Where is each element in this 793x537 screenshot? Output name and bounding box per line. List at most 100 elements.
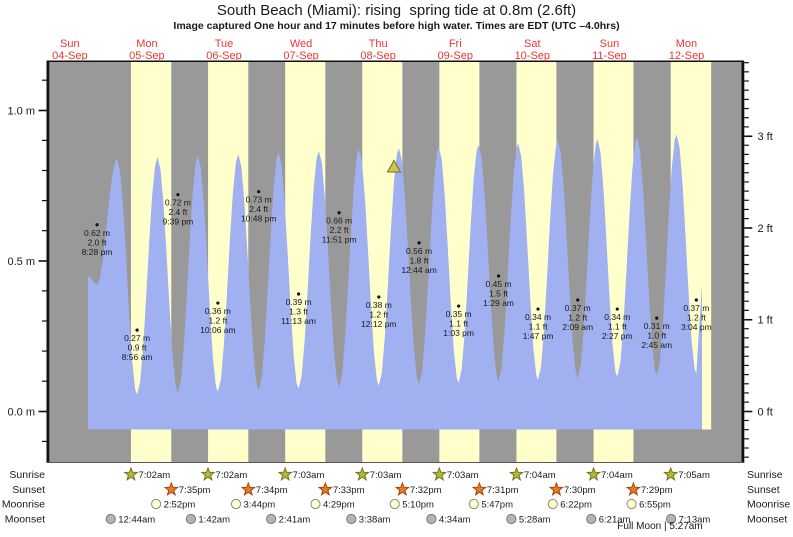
- sunrise-icon: [586, 466, 602, 481]
- moonset-icon: [666, 513, 677, 525]
- left-tick: [38, 410, 47, 413]
- moonrise-time: 4:29pm: [323, 500, 355, 511]
- tide-annotation-text: 0.73 m 2.4 ft 10:48 pm: [241, 195, 276, 224]
- right-tick: [744, 208, 749, 211]
- moonrise-label-right: Moonrise: [747, 499, 790, 511]
- right-tick: [744, 419, 749, 422]
- moonrise-icon: [310, 498, 321, 510]
- day-name: Mon: [676, 38, 697, 50]
- tide-point: [457, 304, 461, 308]
- right-tick: [744, 80, 749, 82]
- tide-annotation-text: 0.36 m 1.2 ft 10:06 am: [200, 306, 235, 335]
- right-tick: [744, 337, 749, 339]
- tide-point: [377, 295, 381, 299]
- moonset-time: 4:34am: [439, 515, 471, 526]
- tide-annotation-high: 0.56 m 1.8 ft 12:44 am: [401, 241, 437, 275]
- right-tick: [744, 346, 749, 348]
- right-tick: [744, 328, 749, 330]
- sunset-time: 7:29pm: [641, 485, 673, 496]
- left-tick: [42, 290, 47, 292]
- right-tick: [744, 364, 749, 367]
- tide-point: [496, 274, 501, 278]
- sunrise-label-left: Sunrise: [9, 469, 45, 481]
- sunrise-icon: [663, 466, 679, 481]
- page-title: South Beach (Miami): rising spring tide …: [216, 2, 577, 19]
- right-tick: [744, 227, 753, 229]
- tide-annotation-text: 0.37 m 1.2 ft 2:09 am: [562, 303, 593, 332]
- right-tick: [744, 309, 749, 311]
- day-name: Thu: [369, 38, 388, 50]
- right-tick: [744, 172, 749, 174]
- moonset-row: Moonset Moonset 12:44am 1:42am 2:41am 3:38am 4…: [5, 514, 788, 526]
- day-name: Wed: [290, 38, 312, 50]
- day-name: Mon: [136, 38, 157, 50]
- right-tick: [744, 392, 749, 394]
- tide-curve: [88, 134, 702, 430]
- moonset-icon: [586, 513, 597, 525]
- right-tick: [744, 62, 749, 64]
- moonset-icon: [266, 513, 277, 525]
- day-name: Sun: [600, 38, 620, 50]
- tide-point: [694, 298, 698, 302]
- y-axis-label-m: 0.0 m: [7, 406, 35, 418]
- right-tick: [744, 135, 753, 138]
- tide-annotation-text: 0.39 m 1.3 ft 11:13 am: [281, 297, 316, 326]
- left-tick: [42, 230, 47, 232]
- sunrise-icon: [277, 466, 293, 481]
- left-tick: [42, 350, 47, 352]
- right-tick: [744, 71, 749, 73]
- tide-annotation-text: 0.27 m 0.9 ft 8:56 am: [122, 333, 153, 362]
- moonrise-time: 2:52pm: [164, 500, 196, 511]
- moonset-icon: [185, 513, 197, 525]
- sunrise-icon: [431, 466, 447, 481]
- right-tick: [744, 236, 749, 238]
- sunrise-icon: [508, 466, 525, 481]
- day-band-strip: [593, 429, 634, 462]
- moonrise-time: 5:47pm: [481, 500, 513, 511]
- tide-annotation-text: 0.72 m 2.4 ft 9:39 pm: [163, 198, 194, 227]
- right-tick: [744, 89, 749, 91]
- tide-point: [615, 307, 619, 311]
- right-tick: [744, 456, 749, 458]
- moonset-icon: [506, 513, 517, 525]
- tide-annotation-high: 0.73 m 2.4 ft 10:48 pm: [241, 190, 276, 224]
- right-tick: [744, 98, 749, 100]
- left-tick: [42, 200, 47, 202]
- right-tick: [744, 318, 753, 321]
- day-date: 10-Sep: [515, 50, 550, 62]
- sunrise-label-right: Sunrise: [747, 469, 783, 481]
- left-tick: [38, 260, 47, 262]
- sunset-time: 7:35pm: [179, 485, 211, 496]
- tide-annotation-text: 0.35 m 1.1 ft 1:03 pm: [443, 309, 474, 338]
- moonrise-label-left: Moonrise: [2, 499, 45, 511]
- y-axis-label-ft: 0 ft: [758, 406, 773, 418]
- sunset-time: 7:34pm: [256, 485, 288, 496]
- tide-annotation-text: 0.31 m 1.0 ft 2:45 am: [641, 321, 672, 350]
- day-date: 06-Sep: [206, 50, 241, 62]
- sunset-time: 7:31pm: [487, 485, 519, 496]
- tide-point: [536, 307, 540, 311]
- y-axis-label-ft: 1 ft: [758, 315, 773, 327]
- sunset-time: 7:30pm: [564, 485, 596, 496]
- right-tick: [744, 117, 749, 119]
- right-tick: [744, 144, 749, 146]
- tide-annotation-text: 0.37 m 1.2 ft 3:04 pm: [681, 303, 712, 332]
- moonrise-icon: [389, 498, 400, 510]
- moonset-time: 5:28am: [519, 515, 551, 526]
- tide-point: [417, 241, 421, 245]
- sunset-icon: [625, 481, 641, 496]
- right-tick: [744, 263, 749, 266]
- sunset-icon: [394, 481, 410, 496]
- right-tick: [744, 254, 749, 256]
- sunrise-time: 7:04am: [524, 470, 556, 481]
- sunset-time: 7:33pm: [333, 485, 365, 496]
- day-date: 11-Sep: [592, 50, 627, 62]
- right-tick: [744, 410, 753, 413]
- moon-phase-note: Full Moon | 5:27am: [617, 521, 703, 532]
- tide-annotation-text: 0.38 m 1.2 ft 12:12 pm: [361, 300, 396, 329]
- moonset-icon: [426, 513, 437, 525]
- left-tick: [42, 79, 47, 81]
- day-band-strip: [516, 429, 557, 462]
